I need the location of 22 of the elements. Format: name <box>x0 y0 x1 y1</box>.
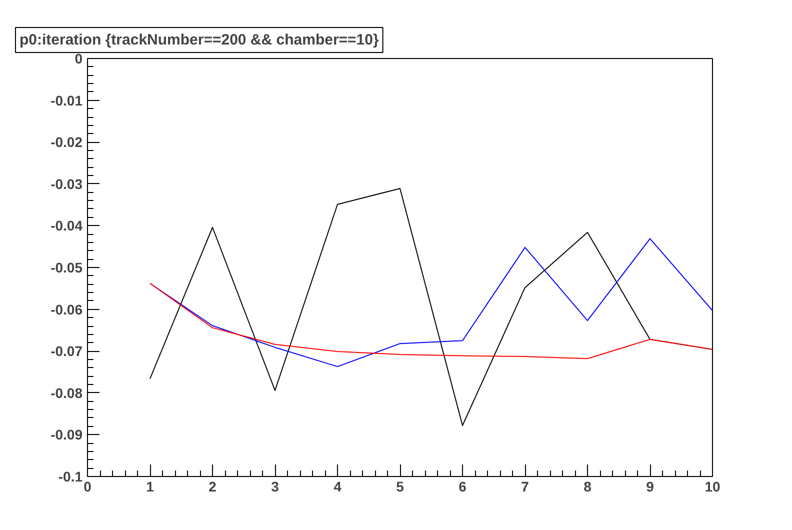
x-tick-label: 2 <box>208 478 217 494</box>
y-tick-label: -0.09 <box>50 426 83 443</box>
x-tick-label: 3 <box>271 478 280 494</box>
x-tick-label: 5 <box>396 478 404 494</box>
y-tick-label: -0.01 <box>50 92 83 108</box>
x-tick-label: 9 <box>646 478 654 494</box>
y-tick-label: -0.03 <box>50 176 83 192</box>
y-tick-label: -0.02 <box>50 134 83 150</box>
y-tick-label: -0.08 <box>50 384 83 401</box>
y-tick-label: 0 <box>74 50 83 66</box>
x-tick-label: 8 <box>584 478 592 494</box>
x-tick-label: 1 <box>146 478 154 494</box>
x-tick-label: 4 <box>334 478 342 494</box>
chart-title: p0:iteration {trackNumber==200 && chamber==10} <box>20 32 379 48</box>
x-tick-label: 10 <box>704 478 720 494</box>
y-tick-label: -0.1 <box>58 468 83 484</box>
y-tick-label: -0.06 <box>50 301 83 318</box>
x-tick-label: 7 <box>521 478 530 494</box>
y-tick-label: -0.04 <box>50 218 83 234</box>
y-tick-label: -0.07 <box>50 343 83 360</box>
y-tick-label: -0.05 <box>50 260 83 276</box>
x-tick-label: 6 <box>458 478 467 494</box>
